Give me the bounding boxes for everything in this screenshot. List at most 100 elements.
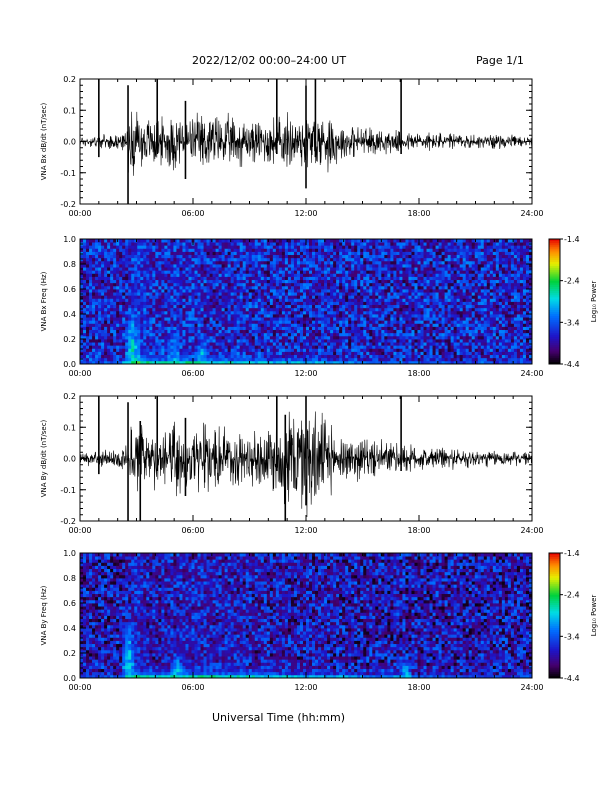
- heatmap-cell: [116, 273, 120, 277]
- heatmap-cell: [110, 342, 114, 346]
- heatmap-cell: [402, 260, 406, 265]
- heatmap-cell: [155, 323, 159, 327]
- heatmap-cell: [372, 351, 376, 356]
- heatmap-cell: [375, 342, 379, 346]
- heatmap-cell: [101, 257, 105, 262]
- heatmap-cell: [266, 270, 271, 274]
- heatmap-cell: [387, 239, 391, 243]
- heatmap-cell: [384, 317, 388, 321]
- heatmap-cell: [98, 307, 102, 312]
- heatmap-cell: [321, 295, 325, 299]
- heatmap-cell: [122, 304, 126, 309]
- heatmap-cell: [342, 310, 346, 315]
- heatmap-cell: [360, 360, 364, 365]
- heatmap-cell: [384, 342, 388, 346]
- heatmap-cell: [248, 310, 253, 315]
- heatmap-cell: [239, 329, 244, 334]
- heatmap-cell: [405, 279, 409, 284]
- heatmap-cell: [146, 345, 150, 349]
- heatmap-cell: [170, 335, 174, 340]
- heatmap-cell: [417, 323, 421, 327]
- heatmap-cell: [185, 239, 189, 243]
- heatmap-cell: [351, 298, 355, 302]
- heatmap-cell: [176, 295, 180, 299]
- heatmap-cell: [290, 326, 295, 331]
- heatmap-cell: [248, 351, 253, 356]
- heatmap-cell: [345, 301, 349, 306]
- heatmap-cell: [363, 267, 367, 271]
- heatmap-cell: [339, 329, 343, 334]
- heatmap-cell: [302, 351, 307, 356]
- heatmap-cell: [143, 289, 147, 293]
- heatmap-cell: [164, 360, 168, 365]
- heatmap-cell: [191, 314, 195, 318]
- heatmap-cell: [372, 342, 376, 346]
- heatmap-cell: [239, 342, 244, 346]
- heatmap-cell: [242, 292, 247, 296]
- heatmap-cell: [318, 345, 322, 349]
- heatmap-cell: [263, 282, 268, 287]
- heatmap-cell: [333, 260, 337, 265]
- heatmap-cell: [158, 326, 162, 331]
- heatmap-cell: [233, 329, 238, 334]
- heatmap-cell: [80, 339, 84, 343]
- heatmap-cell: [113, 239, 117, 243]
- heatmap-cell: [378, 348, 382, 352]
- heatmap-cell: [309, 323, 313, 327]
- heatmap-cell: [155, 348, 159, 352]
- heatmap-cell: [113, 339, 117, 343]
- heatmap-cell: [125, 248, 129, 252]
- heatmap-cell: [119, 273, 123, 277]
- heatmap-cell: [170, 323, 174, 327]
- heatmap-cell: [206, 320, 210, 324]
- heatmap-cell: [236, 304, 241, 309]
- heatmap-cell: [167, 354, 171, 359]
- heatmap-cell: [384, 279, 388, 284]
- heatmap-cell: [348, 301, 352, 306]
- heatmap-cell: [354, 267, 358, 271]
- heatmap-cell: [215, 314, 220, 318]
- heatmap-cell: [366, 257, 370, 262]
- heatmap-cell: [161, 298, 165, 302]
- heatmap-cell: [86, 335, 90, 340]
- heatmap-cell: [197, 360, 201, 365]
- heatmap-cell: [131, 348, 135, 352]
- heatmap-cell: [251, 345, 256, 349]
- heatmap-cell: [134, 326, 138, 331]
- heatmap-cell: [272, 351, 277, 356]
- heatmap-cell: [396, 304, 400, 309]
- heatmap-cell: [435, 301, 439, 306]
- heatmap-cell: [236, 270, 241, 274]
- heatmap-cell: [260, 345, 265, 349]
- heatmap-cell: [167, 360, 171, 365]
- heatmap-cell: [239, 245, 244, 249]
- heatmap-cell: [230, 345, 235, 349]
- heatmap-cell: [206, 304, 210, 309]
- heatmap-cell: [179, 270, 183, 274]
- heatmap-cell: [444, 323, 449, 327]
- heatmap-cell: [212, 289, 216, 293]
- heatmap-cell: [119, 354, 123, 359]
- heatmap-cell: [239, 323, 244, 327]
- heatmap-cell: [254, 357, 259, 362]
- heatmap-cell: [333, 320, 337, 324]
- heatmap-cell: [372, 314, 376, 318]
- heatmap-cell: [309, 342, 313, 346]
- heatmap-cell: [242, 282, 247, 287]
- heatmap-cell: [411, 329, 415, 334]
- heatmap-cell: [396, 292, 400, 296]
- heatmap-cell: [179, 314, 183, 318]
- heatmap-cell: [369, 329, 373, 334]
- heatmap-cell: [393, 360, 397, 365]
- heatmap-cell: [420, 323, 424, 327]
- heatmap-cell: [345, 348, 349, 352]
- heatmap-cell: [227, 339, 232, 343]
- heatmap-cell: [170, 326, 174, 331]
- heatmap-cell: [284, 335, 289, 340]
- heatmap-cell: [116, 329, 120, 334]
- heatmap-cell: [176, 310, 180, 315]
- heatmap-cell: [149, 320, 153, 324]
- heatmap-cell: [345, 242, 349, 246]
- heatmap-cell: [167, 276, 171, 281]
- heatmap-cell: [336, 242, 340, 246]
